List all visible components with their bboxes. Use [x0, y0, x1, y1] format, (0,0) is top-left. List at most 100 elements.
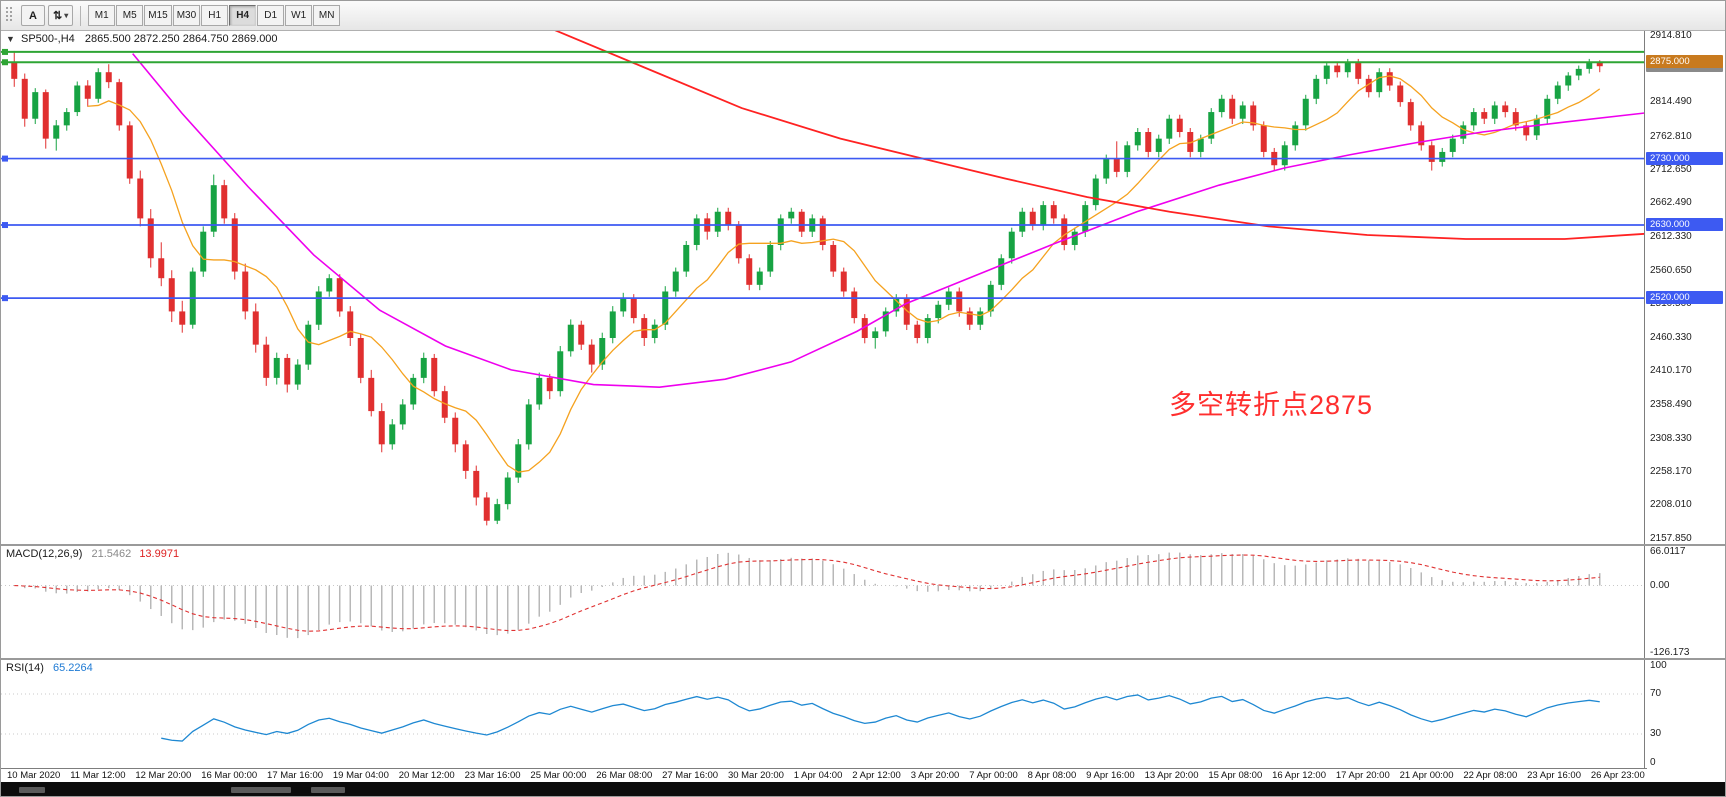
- time-axis-label: 25 Mar 00:00: [530, 770, 587, 781]
- rsi-line: [161, 694, 1600, 742]
- timeframe-button-w1[interactable]: W1: [285, 5, 313, 26]
- chart-annotation-text[interactable]: 多空转折点2875: [1169, 390, 1374, 420]
- rsi-title: RSI(14) 65.2264: [6, 662, 93, 674]
- hline-price-tag: 2875.000: [1646, 55, 1723, 69]
- time-axis-label: 13 Apr 20:00: [1144, 770, 1199, 781]
- timeframe-button-mn[interactable]: MN: [313, 5, 341, 26]
- timeframe-group: M1 M5 M15 M30 H1 H4 D1 W1 MN: [88, 5, 341, 26]
- time-axis-label: 10 Mar 2020: [7, 770, 61, 781]
- time-axis-label: 8 Apr 08:00: [1027, 770, 1077, 781]
- rsi-value: 65.2264: [52, 662, 93, 674]
- time-axis-label: 2 Apr 12:00: [852, 770, 901, 781]
- macd-title: MACD(12,26,9) 21.5462 13.9971: [6, 548, 179, 560]
- hline-price-tag: 2730.000: [1646, 151, 1723, 165]
- time-axis-label: 26 Mar 08:00: [596, 770, 653, 781]
- price-scale[interactable]: 2914.8102864.6602814.4902762.8102712.650…: [1644, 30, 1725, 544]
- macd-scale-label: -126.173: [1650, 647, 1690, 658]
- rsi-scale-label: 70: [1650, 688, 1662, 699]
- timeframe-button-m1[interactable]: M1: [88, 5, 116, 26]
- macd-signal-line: [14, 554, 1600, 632]
- time-axis-label: 3 Apr 20:00: [910, 770, 960, 781]
- arrows-icon: ⇅: [53, 10, 63, 22]
- hline-price-tag: 2520.000: [1646, 291, 1723, 305]
- timeframe-button-d1[interactable]: D1: [257, 5, 285, 26]
- price-scale-label: 2460.330: [1650, 331, 1692, 343]
- rsi-scale-label: 30: [1650, 728, 1662, 739]
- toolbar-separator: [80, 5, 82, 26]
- price-scale-label: 2712.650: [1650, 164, 1692, 176]
- time-axis-label: 27 Mar 16:00: [662, 770, 719, 781]
- time-axis-label: 16 Mar 00:00: [201, 770, 258, 781]
- rsi-label: RSI(14): [6, 662, 44, 674]
- timeframe-button-h4[interactable]: H4: [229, 5, 257, 26]
- toolbar-grip-icon[interactable]: [6, 6, 14, 25]
- hline-price-tag: 2630.000: [1646, 218, 1723, 232]
- time-axis-label: 7 Apr 00:00: [969, 770, 1018, 781]
- time-axis[interactable]: 10 Mar 2020 11 Mar 12:00 12 Mar 20:00 16 Ma…: [1, 768, 1647, 782]
- time-axis-label: 17 Mar 16:00: [267, 770, 324, 781]
- rsi-panel: RSI(14) 65.2264 100 70 30 0: [1, 660, 1725, 768]
- rsi-scale: 100 70 30 0: [1644, 660, 1725, 768]
- chart-ohlc-values: 2865.500 2872.250 2864.750 2869.000: [84, 33, 278, 45]
- ma-fast-line: [87, 75, 1601, 473]
- horizontal-lines-layer[interactable]: [1, 48, 1647, 302]
- timeframe-button-m15[interactable]: M15: [144, 5, 172, 26]
- time-axis-label: 23 Mar 16:00: [464, 770, 521, 781]
- macd-scale-label: 0.00: [1650, 579, 1670, 591]
- time-axis-label: 19 Mar 04:00: [332, 770, 389, 781]
- macd-main-value: 21.5462: [91, 548, 132, 560]
- price-scale-label: 2814.490: [1650, 96, 1692, 108]
- price-chart-canvas[interactable]: [1, 31, 1647, 544]
- moving-averages-layer: [87, 31, 1647, 473]
- price-scale-label: 2358.490: [1650, 399, 1692, 411]
- time-axis-label: 17 Apr 20:00: [1335, 770, 1390, 781]
- price-scale-label: 2612.330: [1650, 230, 1692, 242]
- macd-label: MACD(12,26,9): [6, 548, 83, 560]
- time-axis-label: 20 Mar 12:00: [398, 770, 455, 781]
- ma-mid-line: [132, 53, 1647, 388]
- annotate-button[interactable]: A: [21, 5, 45, 26]
- chart-tools-button[interactable]: ⇅ ▾: [48, 5, 74, 26]
- price-scale-label: 2308.330: [1650, 432, 1692, 444]
- rsi-canvas[interactable]: [1, 660, 1647, 768]
- macd-panel: MACD(12,26,9) 21.5462 13.9971 66.0117 0.0…: [1, 546, 1725, 658]
- timeframe-button-h1[interactable]: H1: [201, 5, 229, 26]
- candles-layer: [11, 50, 1603, 526]
- rsi-scale-label: 0: [1650, 757, 1656, 768]
- time-axis-label: 26 Apr 23:00: [1590, 770, 1645, 781]
- timeframe-button-m5[interactable]: M5: [116, 5, 144, 26]
- panel-splitter[interactable]: [1, 544, 1725, 546]
- price-scale-label: 2762.810: [1650, 130, 1692, 142]
- macd-histogram: [24, 552, 1601, 639]
- price-scale-label: 2258.170: [1650, 466, 1692, 478]
- toolbar: A ⇅ ▾ M1 M5 M15 M30 H1 H4 D1 W1 MN: [1, 1, 1725, 31]
- time-axis-label: 1 Apr 04:00: [793, 770, 843, 781]
- macd-canvas[interactable]: [1, 546, 1647, 658]
- time-axis-label: 23 Apr 16:00: [1527, 770, 1581, 781]
- collapse-triangle-icon[interactable]: ▼: [6, 34, 15, 44]
- main-chart-panel: ▼ SP500-,H4 2865.500 2872.250 2864.750 2…: [1, 30, 1725, 544]
- price-scale-label: 2410.170: [1650, 365, 1692, 377]
- taskbar: [1, 782, 1725, 796]
- time-axis-label: 15 Apr 08:00: [1208, 770, 1263, 781]
- price-scale-label: 2560.650: [1650, 265, 1692, 277]
- taskbar-segment: [19, 787, 45, 793]
- time-axis-label: 21 Apr 00:00: [1399, 770, 1454, 781]
- chart-title-bar: ▼ SP500-,H4 2865.500 2872.250 2864.750 2…: [6, 33, 278, 45]
- macd-signal-value: 13.9971: [139, 548, 180, 560]
- time-axis-label: 22 Apr 08:00: [1463, 770, 1518, 781]
- time-axis-label: 16 Apr 12:00: [1272, 770, 1326, 781]
- chart-symbol-period: SP500-,H4: [20, 33, 75, 45]
- caret-down-icon: ▾: [64, 11, 69, 20]
- time-axis-label: 9 Apr 16:00: [1086, 770, 1135, 781]
- price-scale-label: 2208.010: [1650, 499, 1692, 511]
- macd-scale: 66.0117 0.00 -126.173: [1644, 546, 1725, 658]
- time-axis-label: 11 Mar 12:00: [70, 770, 126, 781]
- price-scale-label: 2157.850: [1650, 532, 1692, 544]
- price-scale-label: 2662.490: [1650, 197, 1692, 209]
- panel-splitter[interactable]: [1, 658, 1725, 660]
- time-axis-label: 12 Mar 20:00: [135, 770, 192, 781]
- time-axis-label: 30 Mar 20:00: [727, 770, 784, 781]
- rsi-scale-label: 100: [1650, 660, 1667, 671]
- timeframe-button-m30[interactable]: M30: [172, 5, 201, 26]
